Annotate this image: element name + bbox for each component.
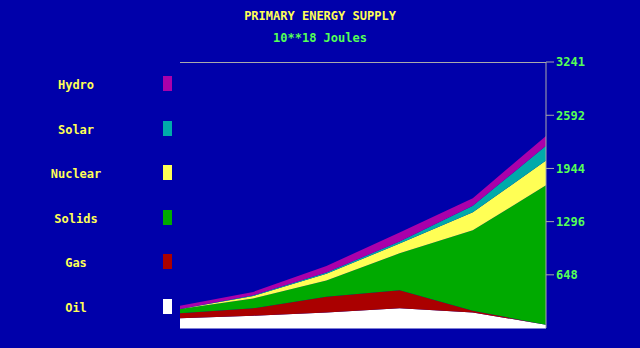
html-text:Hydro: Hydro (57, 78, 95, 92)
html-text:PRIMARY ENERGY SUPPLY: PRIMARY ENERGY SUPPLY (244, 9, 396, 23)
html-text:Nuclear: Nuclear (50, 167, 102, 181)
html-text:Solar: Solar (57, 122, 95, 137)
html-text:Solids: Solids (54, 211, 98, 226)
svg-text:3241: 3241 (556, 55, 585, 69)
html-text:Gas: Gas (65, 256, 87, 270)
svg-text:648: 648 (556, 268, 578, 282)
html-text:Oil: Oil (65, 300, 87, 315)
svg-text:1296: 1296 (556, 215, 585, 229)
html-text:10**18 Joules: 10**18 Joules (273, 31, 367, 45)
svg-text:2592: 2592 (556, 109, 585, 123)
svg-text:1944: 1944 (556, 162, 585, 176)
